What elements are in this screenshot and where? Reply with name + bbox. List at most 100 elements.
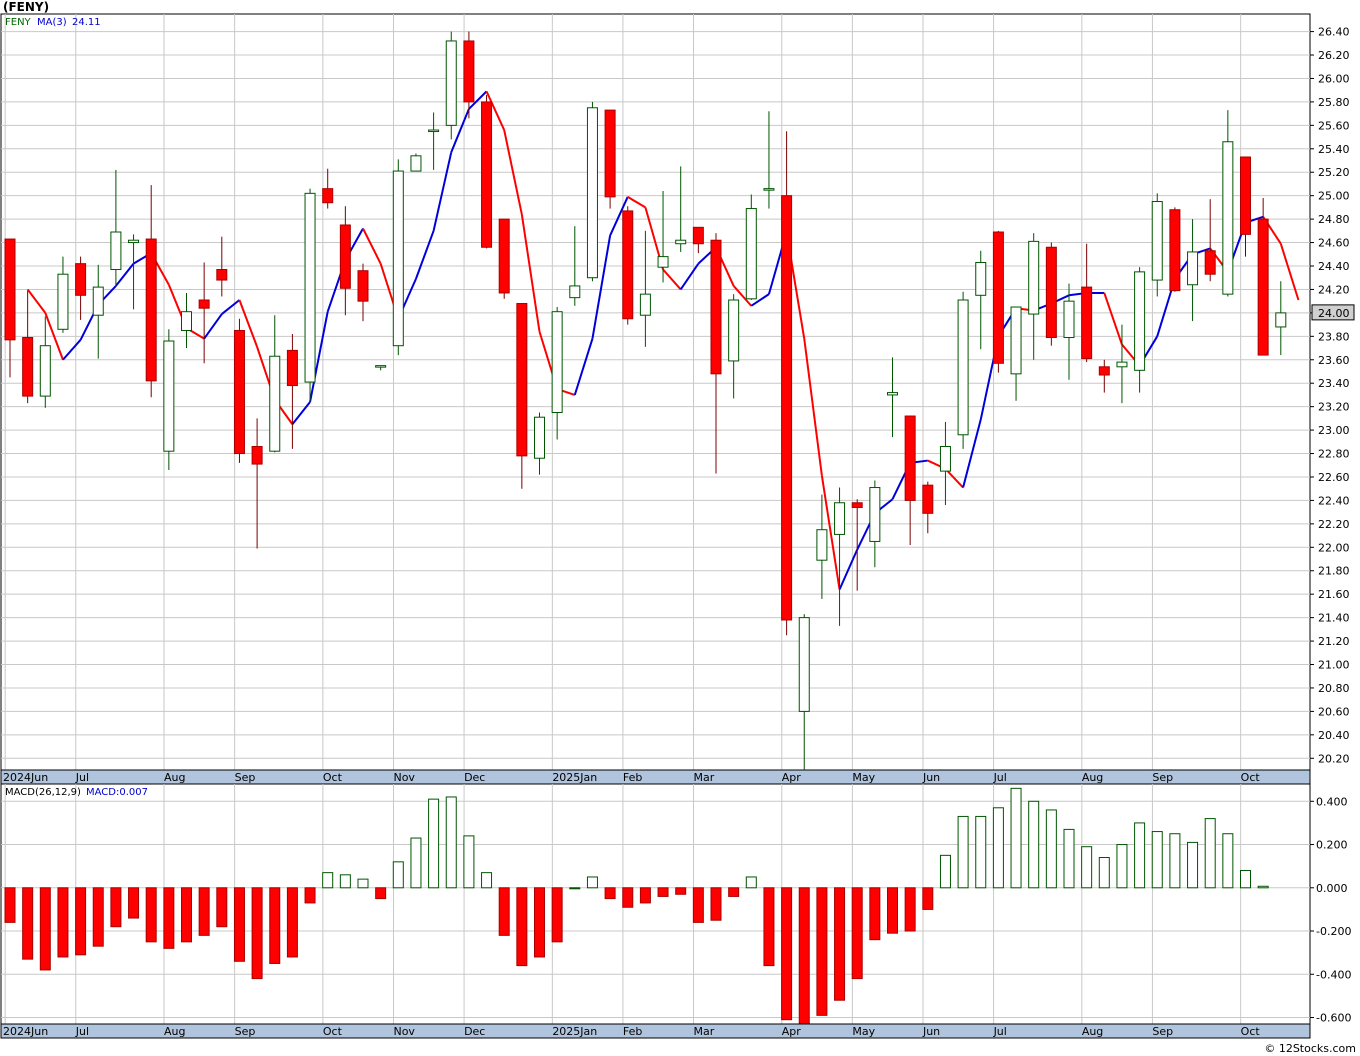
candle-body <box>534 416 545 459</box>
macd-x-tick-label: 2025Jan <box>552 1025 597 1038</box>
candle-body <box>1222 141 1234 295</box>
macd-bar <box>975 815 987 889</box>
candle-body <box>1275 312 1287 328</box>
price-x-axis-band <box>0 769 1311 785</box>
candle-body <box>939 446 951 472</box>
candle-body <box>233 329 245 455</box>
macd-bar <box>869 887 881 941</box>
price-y-tick-label: 21.80 <box>1318 565 1350 578</box>
macd-bar <box>163 887 175 949</box>
candle-body <box>851 502 863 508</box>
macd-y-tick-label: 0.200 <box>1316 839 1348 852</box>
ma-line-segment <box>62 339 82 361</box>
candle-body <box>816 529 828 561</box>
macd-bar <box>216 887 228 928</box>
last-price-box <box>1311 304 1355 321</box>
macd-bar <box>939 854 951 889</box>
candle-body <box>1204 250 1216 275</box>
macd-y-tick-label: 0.000 <box>1316 882 1348 895</box>
macd-x-tick-label: Feb <box>623 1025 642 1038</box>
candle-body <box>710 239 722 375</box>
macd-bar <box>1204 818 1216 889</box>
candle-body <box>957 299 969 436</box>
macd-x-tick-label: Oct <box>1241 1025 1261 1038</box>
macd-x-tick-label: Jul <box>993 1025 1007 1038</box>
macd-legend-label: MACD(26,12,9) <box>5 787 81 798</box>
candle-body <box>1063 300 1075 338</box>
ma-line-segment <box>26 288 47 314</box>
candle-body <box>498 218 510 294</box>
candle-body <box>392 170 404 347</box>
candle-body <box>39 345 51 397</box>
price-y-tick-label: 25.00 <box>1318 190 1350 203</box>
macd-bar <box>75 887 87 956</box>
ma-line-segment <box>415 230 435 280</box>
price-x-tick-label: Jul <box>993 771 1007 784</box>
macd-bar <box>1045 809 1057 889</box>
candle-body <box>763 188 775 191</box>
price-y-tick-label: 21.40 <box>1318 612 1350 625</box>
price-y-tick-label: 20.40 <box>1318 729 1350 742</box>
candle-body <box>675 239 687 245</box>
ma-line-segment <box>485 90 506 131</box>
macd-x-tick-label: Oct <box>323 1025 343 1038</box>
macd-bar <box>798 887 810 1027</box>
price-y-tick-label: 22.60 <box>1318 471 1350 484</box>
macd-bar <box>692 887 704 923</box>
candle-body <box>657 256 669 268</box>
ma-line-segment <box>820 475 841 590</box>
price-y-tick-label: 22.20 <box>1318 518 1350 531</box>
candle-body <box>163 340 175 452</box>
macd-bar <box>286 887 298 958</box>
macd-bar <box>1257 885 1269 889</box>
price-x-tick-label: Aug <box>164 771 185 784</box>
candle-body <box>1045 246 1057 338</box>
candle-body <box>1240 156 1251 235</box>
ma-line-segment <box>1103 292 1123 345</box>
price-y-tick-label: 23.60 <box>1318 354 1350 367</box>
macd-y-tick-label: 0.400 <box>1316 795 1348 808</box>
price-y-tick-label: 24.40 <box>1318 260 1350 273</box>
candle-body <box>551 311 563 414</box>
price-panel-frame <box>0 13 1311 771</box>
macd-bar <box>22 887 34 960</box>
ma-line-segment <box>468 90 488 110</box>
price-x-tick-label: 2024Jun <box>3 771 48 784</box>
price-x-tick-label: Nov <box>393 771 415 784</box>
macd-bar <box>622 887 634 908</box>
candle-body <box>481 101 493 248</box>
price-x-tick-label: May <box>852 771 875 784</box>
ma-line-segment <box>520 214 541 332</box>
macd-bar <box>1063 828 1075 889</box>
ma-line-segment <box>221 299 241 315</box>
macd-bar <box>145 887 157 943</box>
macd-bar <box>710 887 722 921</box>
macd-bar <box>551 887 563 943</box>
macd-bar <box>816 887 828 1016</box>
macd-bar <box>728 887 740 897</box>
candle-body <box>375 365 387 368</box>
price-y-tick-label: 25.40 <box>1318 143 1350 156</box>
macd-bar <box>428 798 440 889</box>
page-title: (FENY) <box>3 0 50 14</box>
candle-body <box>445 40 457 126</box>
ma-line-segment <box>591 235 612 339</box>
price-x-tick-label: Sep <box>1152 771 1173 784</box>
candle-body <box>75 263 87 296</box>
price-y-tick-label: 26.20 <box>1318 49 1350 62</box>
candle-body <box>904 415 916 501</box>
ma-line-segment <box>662 268 682 291</box>
macd-bar <box>534 887 545 958</box>
macd-bar <box>586 876 598 889</box>
candle-body <box>4 238 16 341</box>
macd-bar <box>675 887 687 895</box>
price-y-tick-label: 26.00 <box>1318 72 1350 85</box>
macd-bar <box>233 887 245 962</box>
candle-body <box>781 195 793 621</box>
candle-body <box>428 129 440 133</box>
price-y-tick-label: 23.80 <box>1318 330 1350 343</box>
candle-body <box>1187 251 1199 286</box>
ma-line-segment <box>309 311 329 403</box>
macd-bar <box>516 887 528 967</box>
candle-body <box>622 210 634 320</box>
